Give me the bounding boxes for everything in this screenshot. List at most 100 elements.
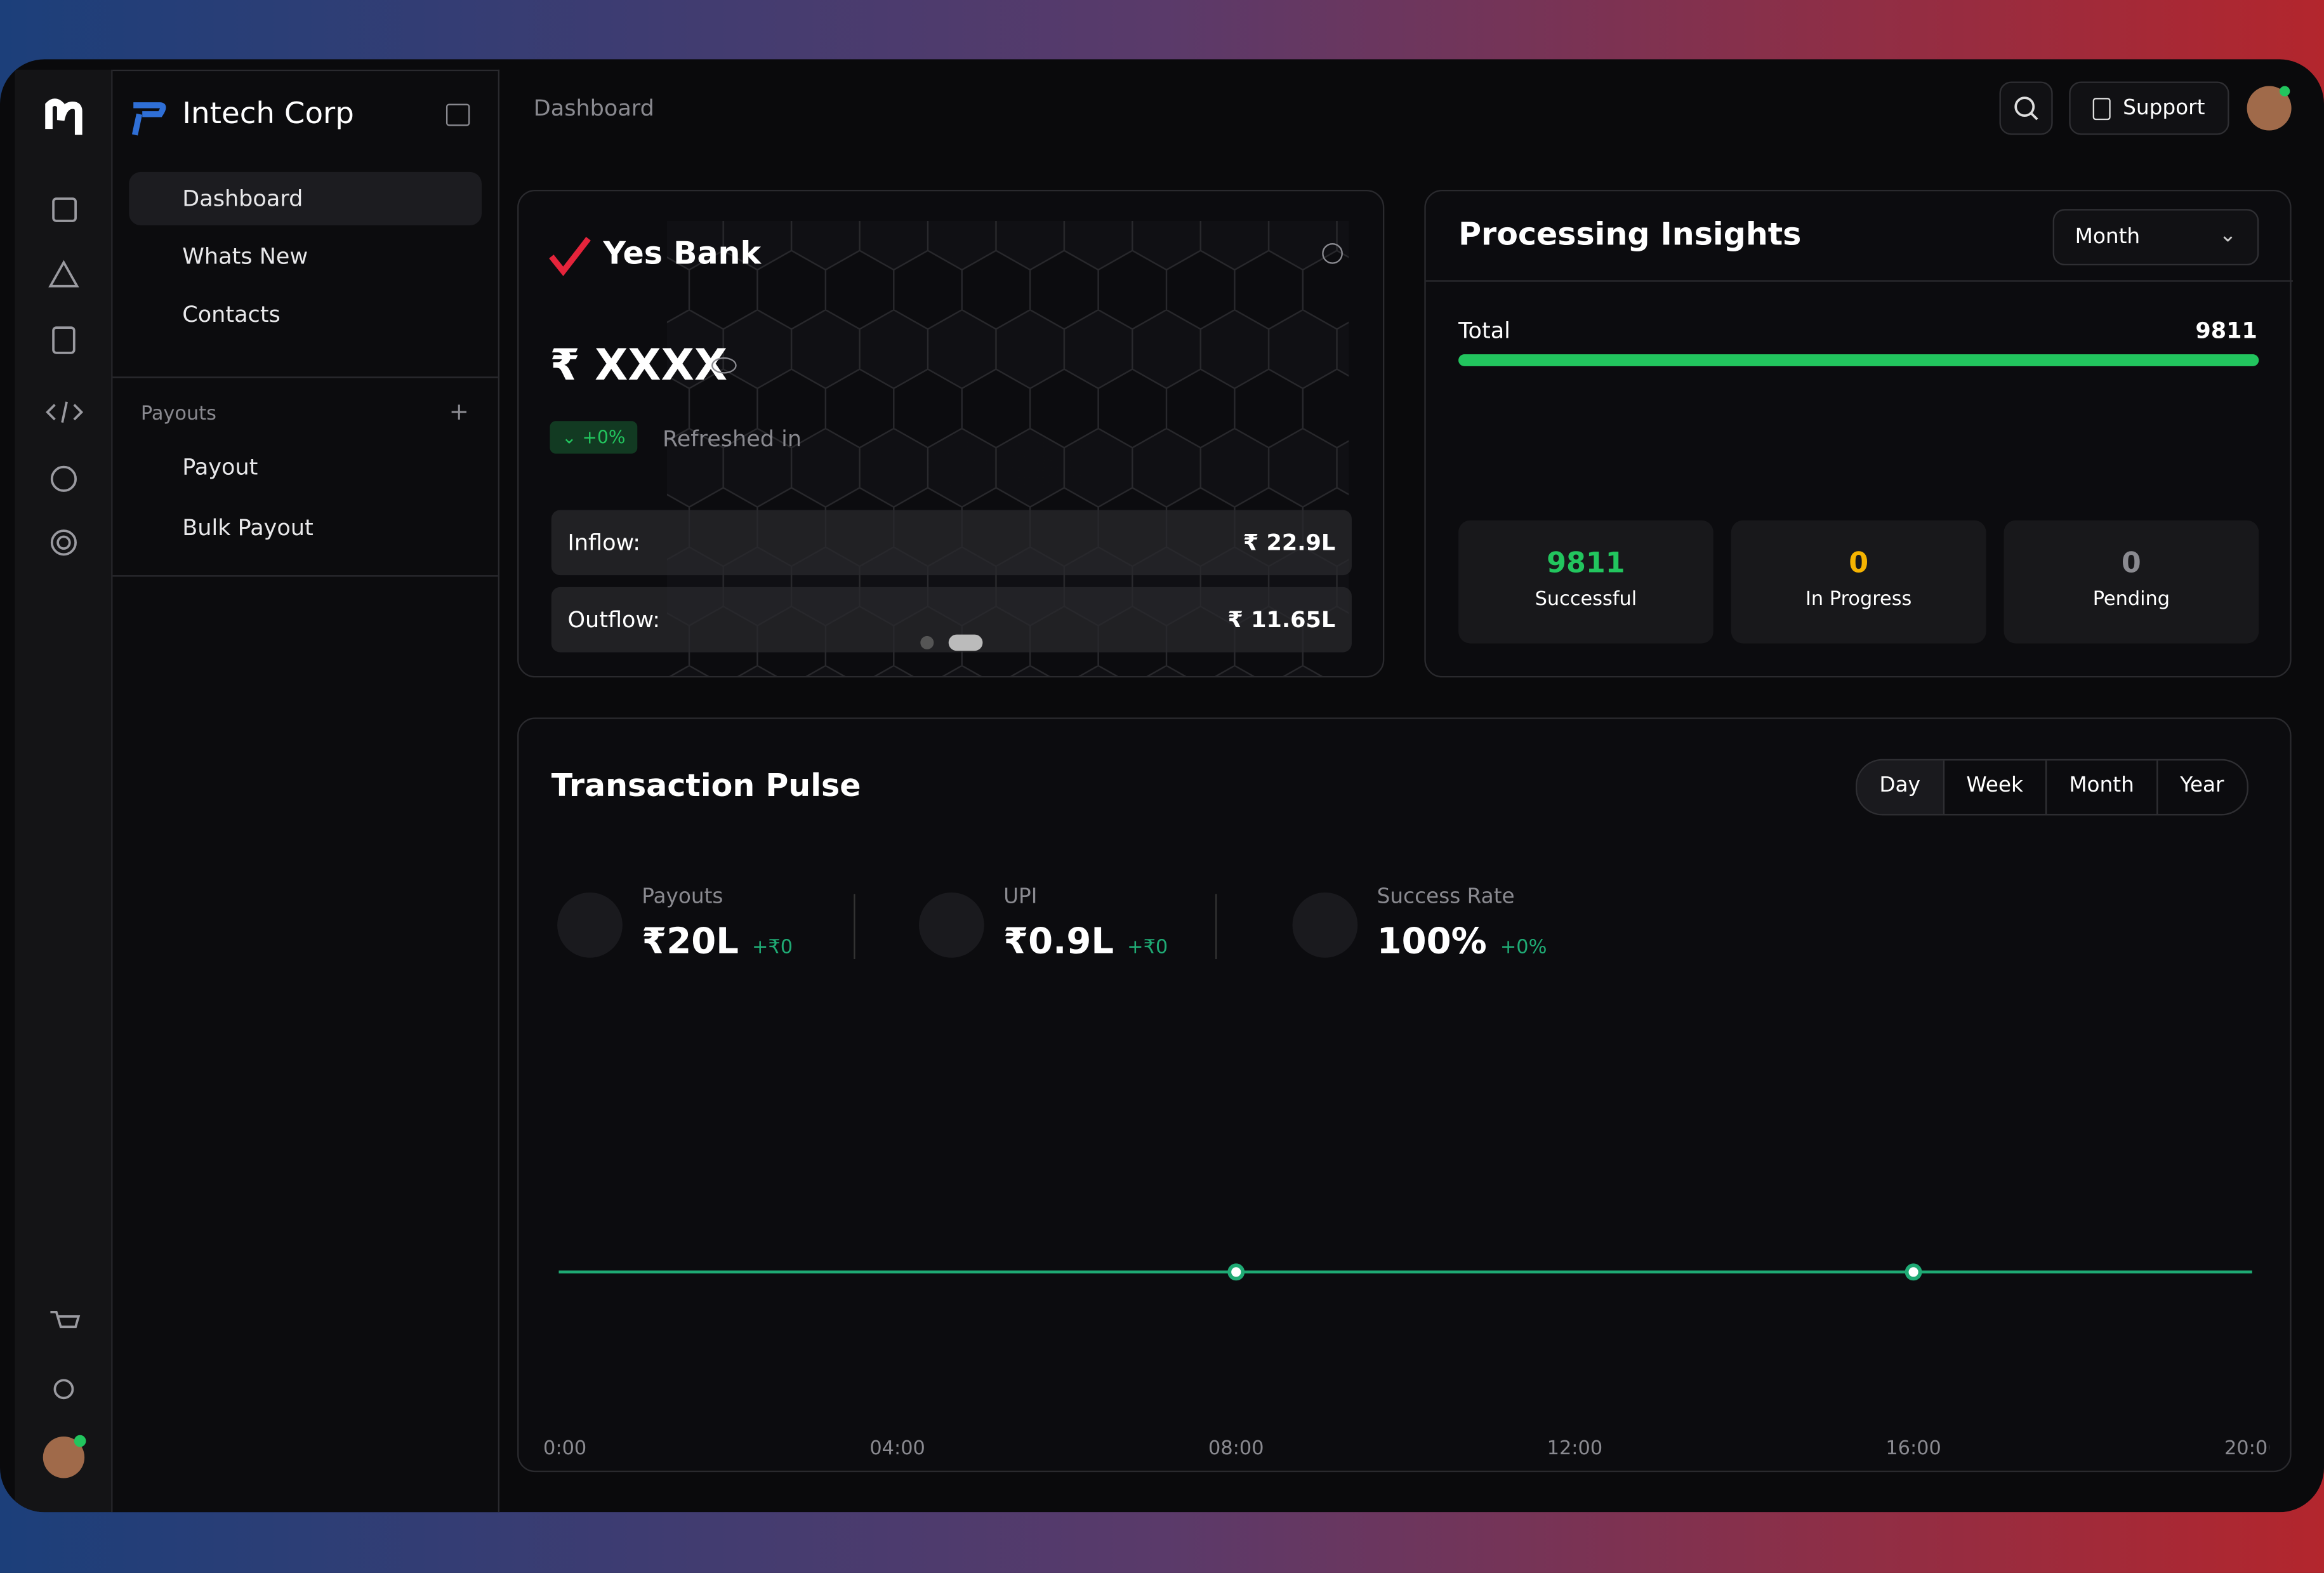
brand-logo [131,102,166,136]
metric-icon [557,892,623,958]
toggle-visibility[interactable] [711,357,737,374]
support-label: Support [2123,96,2205,121]
page-title: Dashboard [533,95,654,122]
metric-label: UPI [1003,885,1038,909]
support-icon [2093,96,2111,120]
bank-name: Yes Bank [603,236,762,272]
bank-card: Yes Bank ₹ XXXX ⌄ +0% Refreshed in Inflo… [517,189,1385,678]
stat-value: 0 [2121,547,2141,580]
rail-icon[interactable] [50,465,77,492]
rail-icon[interactable] [52,326,76,354]
metric-change: +0% [1500,937,1547,960]
nav-item[interactable]: Contacts [182,301,281,328]
metric-change: +₹0 [1127,937,1168,960]
outflow-label: Outflow: [567,606,661,634]
x-tick-label: 16:00 [1885,1437,1941,1459]
progress-bar [1458,354,2259,366]
status-dot [2279,86,2290,96]
period-tabs: Day Week Month Year [1855,759,2248,816]
nav-item[interactable]: Dashboard [129,171,482,225]
inflow-row: Inflow: ₹ 22.9L [551,510,1352,576]
pulse-card: Transaction Pulse Day Week Month Year Payou… [517,717,2292,1473]
chart-body: 00:00 04:00 08:00 12:00 16:00 20:00 [531,1263,2269,1459]
period: Month [2075,225,2141,249]
stat-value: 0 [1849,547,1869,580]
x-tick-label: 08:00 [1208,1437,1264,1459]
metric-icon [1292,892,1358,958]
refresh-button[interactable] [1322,243,1343,264]
section-label: Payouts [140,403,216,426]
outflow-row: Outflow: ₹ 11.65L [551,587,1352,653]
metric-change: +₹0 [751,937,793,960]
metric-icon [918,892,984,958]
change: +0% [582,427,626,448]
period-tab[interactable]: Week [1942,760,2045,814]
outflow: ₹ 11.65L [1227,606,1336,634]
period-select[interactable]: Month ⌄ [2052,209,2259,266]
rail-icon[interactable] [50,529,77,556]
app-window: Intech Corp Dashboard Whats New Contacts… [0,59,2324,1513]
rail-icon[interactable] [48,260,79,288]
rail-icon[interactable] [52,197,77,222]
period-tab[interactable]: Year [2156,760,2247,814]
x-tick-label: 12:00 [1547,1437,1603,1459]
rail-icon[interactable] [46,401,84,423]
period-tab[interactable]: Month [2045,760,2156,814]
bank-logo [549,237,591,276]
pulse-chart: 00:00 04:00 08:00 12:00 16:00 20:00 [531,1263,2269,1459]
stat-label: Pending [2092,588,2170,611]
insights-title: Processing Insights [1458,216,1802,253]
stat-label: In Progress [1805,588,1912,611]
stat-box: 9811 Successful [1458,520,1713,644]
rail-icons [43,98,86,1478]
metric-divider [1215,894,1217,960]
avatar[interactable] [43,1437,85,1478]
stat-box: 0 Pending [2004,520,2259,644]
sidebar: Intech Corp Dashboard Whats New Contacts… [112,69,500,1513]
rail-icon[interactable] [53,1379,74,1400]
progress-track [1458,354,2259,366]
inflow-label: Inflow: [567,529,641,556]
pulse-title: Transaction Pulse [551,767,861,804]
stat-label: Successful [1535,588,1637,611]
x-tick-label: 04:00 [869,1437,925,1459]
total: 9811 [2195,317,2257,344]
carousel-dot[interactable] [920,635,934,649]
icon-rail [15,69,113,1513]
pulse-point[interactable] [1905,1263,1922,1281]
stat-box: 0 In Progress [1731,520,1986,644]
add-button[interactable]: + [449,397,469,426]
support-button[interactable]: Support [2069,81,2229,135]
metric-row: ₹20L +₹0 [642,920,793,962]
stat-value: 9811 [1547,547,1625,580]
divider [112,575,498,577]
inflow: ₹ 22.9L [1243,529,1336,556]
divider [1425,280,2293,282]
logo [45,98,83,135]
nav-item[interactable]: Bulk Payout [182,514,314,541]
total-label: Total [1458,317,1510,344]
collapse-button[interactable] [446,103,470,126]
pulse-point[interactable] [1227,1263,1245,1281]
metric-value: 100% [1377,920,1487,962]
change-badge: ⌄ +0% [550,421,638,454]
x-tick-label: 00:00 [531,1437,587,1459]
nav-item[interactable]: Whats New [182,243,308,270]
metric-row: ₹0.9L +₹0 [1003,920,1168,962]
period-tab[interactable]: Day [1857,760,1943,814]
divider [112,376,498,378]
nav-item[interactable]: Payout [182,453,258,481]
rail-icon [56,535,71,550]
search-button[interactable] [1999,81,2053,135]
rail-icon[interactable] [50,1311,81,1329]
brand: Intech Corp [182,95,354,131]
metric-label: Payouts [642,885,723,909]
balance: ₹ XXXX [550,339,728,390]
metric-value: ₹0.9L [1003,920,1114,962]
carousel-dot[interactable] [948,634,983,651]
insights-card: Processing Insights Month ⌄ Total 9811 98… [1424,189,2293,678]
status-dot [74,1435,86,1447]
